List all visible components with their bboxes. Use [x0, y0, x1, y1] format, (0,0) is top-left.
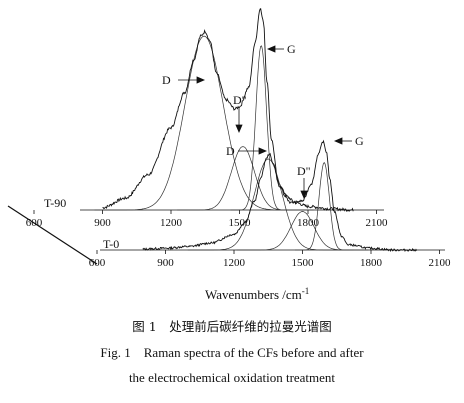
t90-d-label: D: [162, 73, 171, 87]
x-axis-label: Wavenumbers /cm-1: [205, 286, 309, 302]
back-tick-label-2100: 2100: [366, 217, 389, 229]
t90-g-label: G: [287, 42, 296, 56]
front-tick-label-2100: 2100: [429, 257, 452, 269]
back-tick-label-600: 600: [26, 217, 43, 229]
t90-series-label: T-90: [44, 196, 66, 210]
series-T-90: 600 900 1200 1500 1800 2100 T-90: [26, 7, 388, 229]
front-tick-label-1800: 1800: [360, 257, 383, 269]
peak-annotations: [178, 45, 352, 200]
t90-d2-arrowhead: [235, 124, 243, 134]
front-component-2: [295, 161, 354, 251]
x-axis-label-unit-sup: -1: [302, 286, 310, 296]
t90-g-arrowhead: [266, 45, 276, 53]
back-component-2: [230, 45, 292, 211]
back-tick-label-900: 900: [94, 217, 111, 229]
front-tick-label-600: 600: [89, 257, 106, 269]
caption-english-line2: the electrochemical oxidation treatment: [129, 370, 335, 385]
front-tick-label-900: 900: [157, 257, 174, 269]
t0-series-label: T-0: [103, 237, 119, 251]
t0-g-label: G: [355, 134, 364, 148]
t90-d2-label: D": [233, 93, 247, 107]
t90-components: [94, 35, 314, 211]
t0-g-arrowhead: [333, 137, 343, 145]
t0-components: [187, 158, 369, 251]
front-tick-label-1500: 1500: [292, 257, 315, 269]
t90-spectrum: [102, 7, 354, 212]
front-tick-label-1200: 1200: [223, 257, 246, 269]
t90-ticks: 600 900 1200 1500 1800 2100: [26, 210, 388, 229]
caption-english-line1: Fig. 1 Raman spectra of the CFs before a…: [100, 345, 364, 360]
t0-d2-label: D": [297, 164, 311, 178]
x-axis-label-text: Wavenumbers /cm: [205, 287, 302, 302]
depth-axis: [7, 205, 98, 265]
series-T-0: 600 900 1200 1500 1800 2100 T-0: [89, 139, 451, 269]
t0-spectrum: [142, 139, 418, 253]
front-component-0: [187, 158, 349, 251]
t90-d-arrowhead: [196, 76, 206, 84]
caption-chinese: 图 1 处理前后碳纤维的拉曼光谱图: [132, 319, 331, 334]
t0-d-label: D: [226, 144, 235, 158]
t0-ticks: 600 900 1200 1500 1800 2100: [89, 250, 451, 269]
back-component-0: [94, 35, 314, 211]
t0-d2-arrowhead: [300, 190, 308, 200]
t0-d-arrowhead: [258, 147, 268, 155]
back-tick-label-1200: 1200: [160, 217, 183, 229]
